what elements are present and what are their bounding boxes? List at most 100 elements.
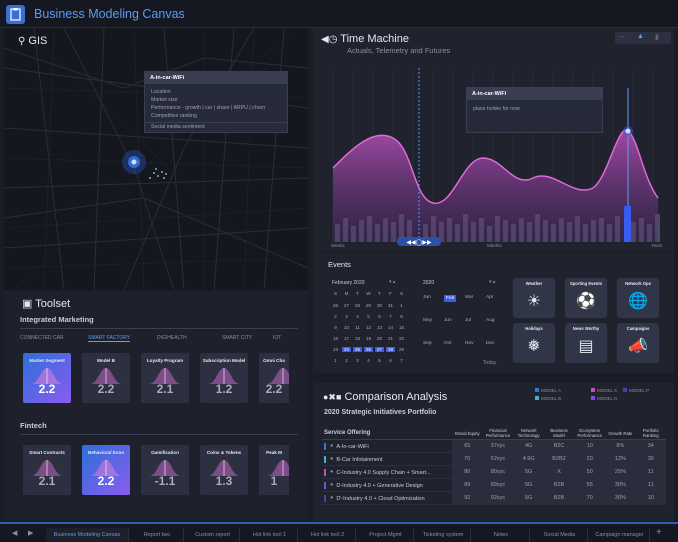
column-header[interactable]: Financial Performance — [482, 427, 514, 440]
tab-connected-car[interactable]: CONNECTED CAR — [20, 335, 64, 341]
column-header[interactable]: Portfolio Ranking — [635, 427, 666, 440]
calendar-day[interactable]: 24 — [342, 347, 351, 352]
calendar-day[interactable]: 18 — [354, 336, 360, 341]
month-cell[interactable]: Sep — [423, 341, 432, 346]
add-tab-button[interactable]: + — [656, 527, 662, 538]
tab-smart-factory[interactable]: SMART FACTORY — [88, 335, 131, 342]
table-row[interactable]: ● B-Car Infotainment 70 52xyc 4.9G B2B2 20 12% 3… — [322, 452, 666, 466]
month-cell[interactable]: Oct — [444, 341, 452, 346]
calendar-day[interactable]: 8 — [400, 314, 403, 319]
calendar-day[interactable]: 7 — [400, 358, 403, 363]
bottom-tab[interactable]: Project Mgmt — [358, 528, 414, 542]
calendar-day[interactable]: 20 — [376, 336, 382, 341]
strategy-card[interactable]: Gamification -1.1 — [141, 445, 189, 495]
bottom-tab[interactable]: Custom report — [186, 528, 240, 542]
calendar-day[interactable]: 6 — [389, 358, 392, 363]
calendar-day[interactable]: 30 — [376, 303, 382, 308]
calendar-day[interactable]: 27 — [375, 347, 384, 352]
event-card[interactable]: Sporting Events ⚽ — [565, 278, 607, 318]
event-card[interactable]: Campaigns 📣 — [617, 323, 659, 363]
strategy-card[interactable]: Market Segment 2.2 — [23, 353, 71, 403]
calendar-day[interactable]: 28 — [354, 303, 360, 308]
bottom-tab[interactable]: Hot link tool 1 — [242, 528, 298, 542]
calendar-day[interactable]: 9 — [334, 325, 337, 330]
calendar-day[interactable]: 16 — [332, 336, 338, 341]
calendar-title[interactable]: February 2020 — [332, 280, 365, 286]
gis-map[interactable] — [4, 28, 308, 290]
calendar-day[interactable]: 1 — [400, 303, 403, 308]
table-row[interactable]: ● D'-Industry 4.0 + Cloud Optimization 92 9… — [322, 491, 666, 505]
bottom-tab[interactable]: Business Modeling Canvas — [46, 528, 129, 542]
timemachine-chart[interactable]: ◀◀◯▶▶ — [313, 28, 674, 252]
table-row[interactable]: ● C-Industry 4.0 Supply Chain + Smart... 8… — [322, 465, 666, 479]
line-chart-icon[interactable]: ∽ — [619, 34, 625, 41]
year-label[interactable]: 2020 — [423, 280, 435, 286]
column-header[interactable]: Growth Rate — [605, 427, 636, 440]
strategy-card[interactable]: Smart Contracts 2.1 — [23, 445, 71, 495]
strategy-card[interactable]: Coins & Tokens 1.3 — [200, 445, 248, 495]
tab-iot[interactable]: IOT — [273, 335, 282, 341]
month-cell[interactable]: Mar — [465, 295, 474, 300]
event-card[interactable]: Weather ☀ — [513, 278, 555, 318]
calendar-day[interactable]: 3 — [345, 314, 348, 319]
bottom-tab[interactable]: Report two — [131, 528, 184, 542]
bar-chart-icon[interactable]: ▮ — [655, 34, 659, 41]
strategy-card[interactable]: Peak M 1 — [259, 445, 289, 495]
calendar-day[interactable]: 5 — [378, 358, 381, 363]
event-card[interactable]: Holidays ❅ — [513, 323, 555, 363]
strategy-card[interactable]: Loyalty Program 2.1 — [141, 353, 189, 403]
table-row[interactable]: ● A-In-car-WiFi 65 37xyc 4G B2C 10 8% 34 — [322, 439, 666, 453]
tab-digihealth[interactable]: DIGIHEALTH — [157, 335, 187, 341]
calendar-day[interactable]: 5 — [367, 314, 370, 319]
calendar-day[interactable]: 2 — [345, 358, 348, 363]
chart-type-switcher[interactable]: ∽ ▲ ▮ — [615, 32, 671, 44]
calendar-day[interactable]: 29 — [398, 347, 404, 352]
month-cell[interactable]: Aug — [486, 318, 495, 323]
month-cell[interactable]: Feb — [444, 295, 457, 302]
calendar-day[interactable]: 21 — [387, 336, 393, 341]
area-chart-icon[interactable]: ▲ — [637, 33, 644, 40]
tab-smart-city[interactable]: SMART CITY — [222, 335, 253, 341]
calendar-day[interactable]: 2 — [334, 314, 337, 319]
calendar-day[interactable]: 19 — [365, 336, 371, 341]
bottom-tab[interactable]: Notes — [473, 528, 530, 542]
month-cell[interactable]: Jun — [444, 318, 452, 323]
calendar-day[interactable]: 10 — [343, 325, 349, 330]
calendar-day[interactable]: 7 — [389, 314, 392, 319]
gis-panel[interactable]: ⚲ GIS A-in-car-WiFi Location Market size… — [4, 28, 308, 290]
calendar-day[interactable]: 23 — [332, 347, 338, 352]
month-cell[interactable]: Nov — [465, 341, 474, 346]
column-header[interactable]: Ecosystem Performance — [574, 427, 606, 440]
month-cell[interactable]: Jan — [423, 295, 431, 300]
calendar-day[interactable]: 3 — [356, 358, 359, 363]
month-cell[interactable]: May — [423, 318, 433, 323]
month-cell[interactable]: Dec — [486, 341, 495, 346]
column-header[interactable]: Brand Equity — [452, 427, 483, 440]
today-button[interactable]: Today — [483, 360, 497, 366]
calendar-day[interactable]: 31 — [387, 303, 393, 308]
calendar-day[interactable]: 12 — [365, 325, 371, 330]
column-header[interactable]: Network Technology — [513, 427, 544, 440]
bottom-tab[interactable]: Campaign manager — [590, 528, 650, 542]
event-card[interactable]: Network Ops 🌐 — [617, 278, 659, 318]
event-card[interactable]: News Worthy ▤ — [565, 323, 607, 363]
calendar-day[interactable]: 4 — [356, 314, 359, 319]
calendar-day[interactable]: 11 — [355, 325, 360, 330]
strategy-card[interactable]: Behavioral Econ 2.2 — [82, 445, 130, 495]
calendar-day[interactable]: 6 — [378, 314, 381, 319]
calendar-day[interactable]: 28 — [386, 347, 395, 352]
bottom-tab[interactable]: Social Media — [532, 528, 588, 542]
strategy-card[interactable]: Model B 2.2 — [82, 353, 130, 403]
bottom-tab[interactable]: Ticketing system — [416, 528, 471, 542]
calendar-day[interactable]: 13 — [376, 325, 382, 330]
calendar-day[interactable]: 15 — [398, 325, 404, 330]
strategy-card[interactable]: Omni Cha 2.2 — [259, 353, 289, 403]
calendar-nav-arrows[interactable]: ▾ ▴ — [389, 279, 396, 285]
month-cell[interactable]: Apr — [486, 295, 494, 300]
calendar-day[interactable]: 22 — [398, 336, 404, 341]
calendar-day[interactable]: 1 — [334, 358, 337, 363]
column-header[interactable]: Business Model — [543, 427, 575, 440]
calendar-day[interactable]: 26 — [364, 347, 373, 352]
year-nav-arrows[interactable]: ▾ ▴ — [489, 279, 496, 285]
column-header[interactable]: Service Offering — [322, 427, 453, 440]
